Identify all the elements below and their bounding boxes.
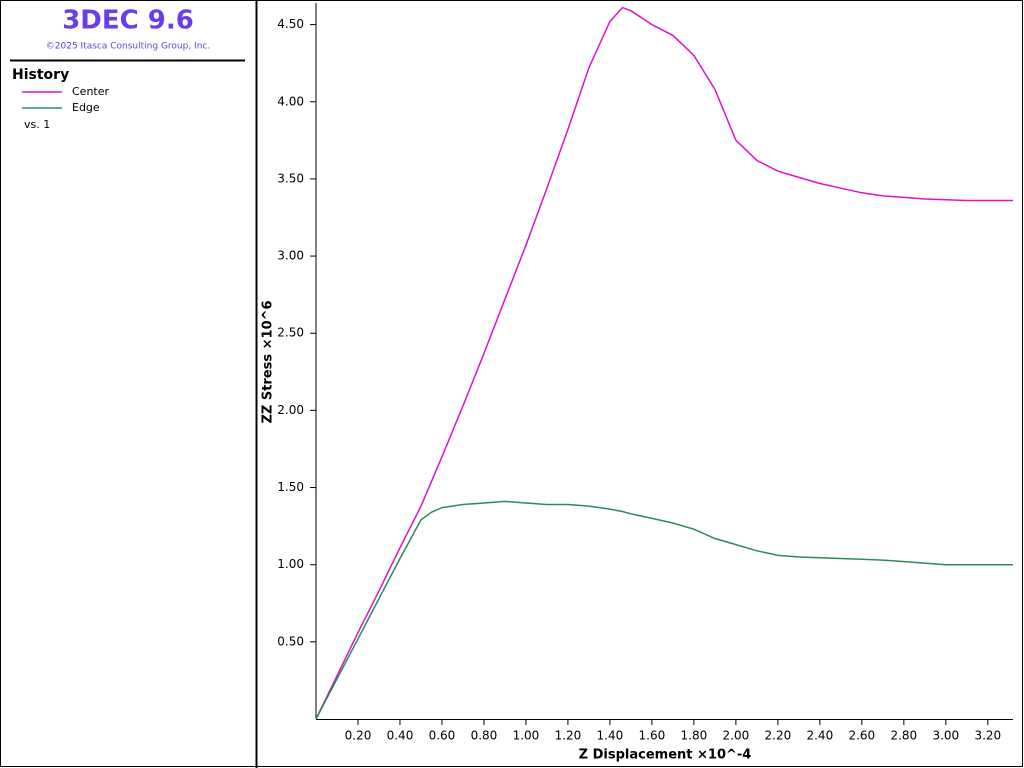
y-tick-label: 2.00 bbox=[277, 403, 304, 417]
x-tick-label: 3.00 bbox=[932, 729, 959, 743]
x-tick-label: 0.20 bbox=[345, 729, 372, 743]
y-axis-label: ZZ Stress ×10^6 bbox=[261, 300, 276, 423]
y-tick-label: 1.50 bbox=[277, 480, 304, 494]
copyright: ©2025 Itasca Consulting Group, Inc. bbox=[46, 42, 210, 52]
y-tick-label: 3.00 bbox=[277, 249, 304, 263]
x-tick-label: 1.00 bbox=[513, 729, 540, 743]
x-axis-label: Z Displacement ×10^-4 bbox=[579, 748, 752, 763]
x-tick-label: 1.40 bbox=[597, 729, 624, 743]
x-tick-label: 1.20 bbox=[555, 729, 582, 743]
y-tick-label: 4.00 bbox=[277, 94, 304, 108]
x-tick-label: 0.80 bbox=[471, 729, 498, 743]
x-tick-label: 2.00 bbox=[723, 729, 750, 743]
x-tick-label: 1.60 bbox=[639, 729, 666, 743]
x-tick-label: 2.20 bbox=[765, 729, 792, 743]
y-tick-label: 0.50 bbox=[277, 634, 304, 648]
app-title: 3DEC 9.6 bbox=[62, 6, 194, 36]
legend-note: vs. 1 bbox=[24, 118, 50, 131]
series-line bbox=[315, 6, 1013, 720]
y-tick-label: 4.50 bbox=[277, 17, 304, 31]
x-tick-label: 0.60 bbox=[429, 729, 456, 743]
legend-label: Center bbox=[72, 85, 110, 98]
series-line bbox=[315, 500, 1013, 720]
x-tick-label: 2.40 bbox=[806, 729, 833, 743]
y-tick-label: 2.50 bbox=[277, 326, 304, 340]
legend-title: History bbox=[12, 67, 69, 83]
x-tick-label: 2.80 bbox=[890, 729, 917, 743]
x-tick-label: 2.60 bbox=[848, 729, 875, 743]
x-tick-label: 1.80 bbox=[681, 729, 708, 743]
y-tick-label: 3.50 bbox=[277, 171, 304, 185]
x-tick-label: 3.20 bbox=[974, 729, 1001, 743]
y-tick-label: 1.00 bbox=[277, 557, 304, 571]
x-tick-label: 0.40 bbox=[387, 729, 414, 743]
legend-label: Edge bbox=[72, 101, 100, 114]
